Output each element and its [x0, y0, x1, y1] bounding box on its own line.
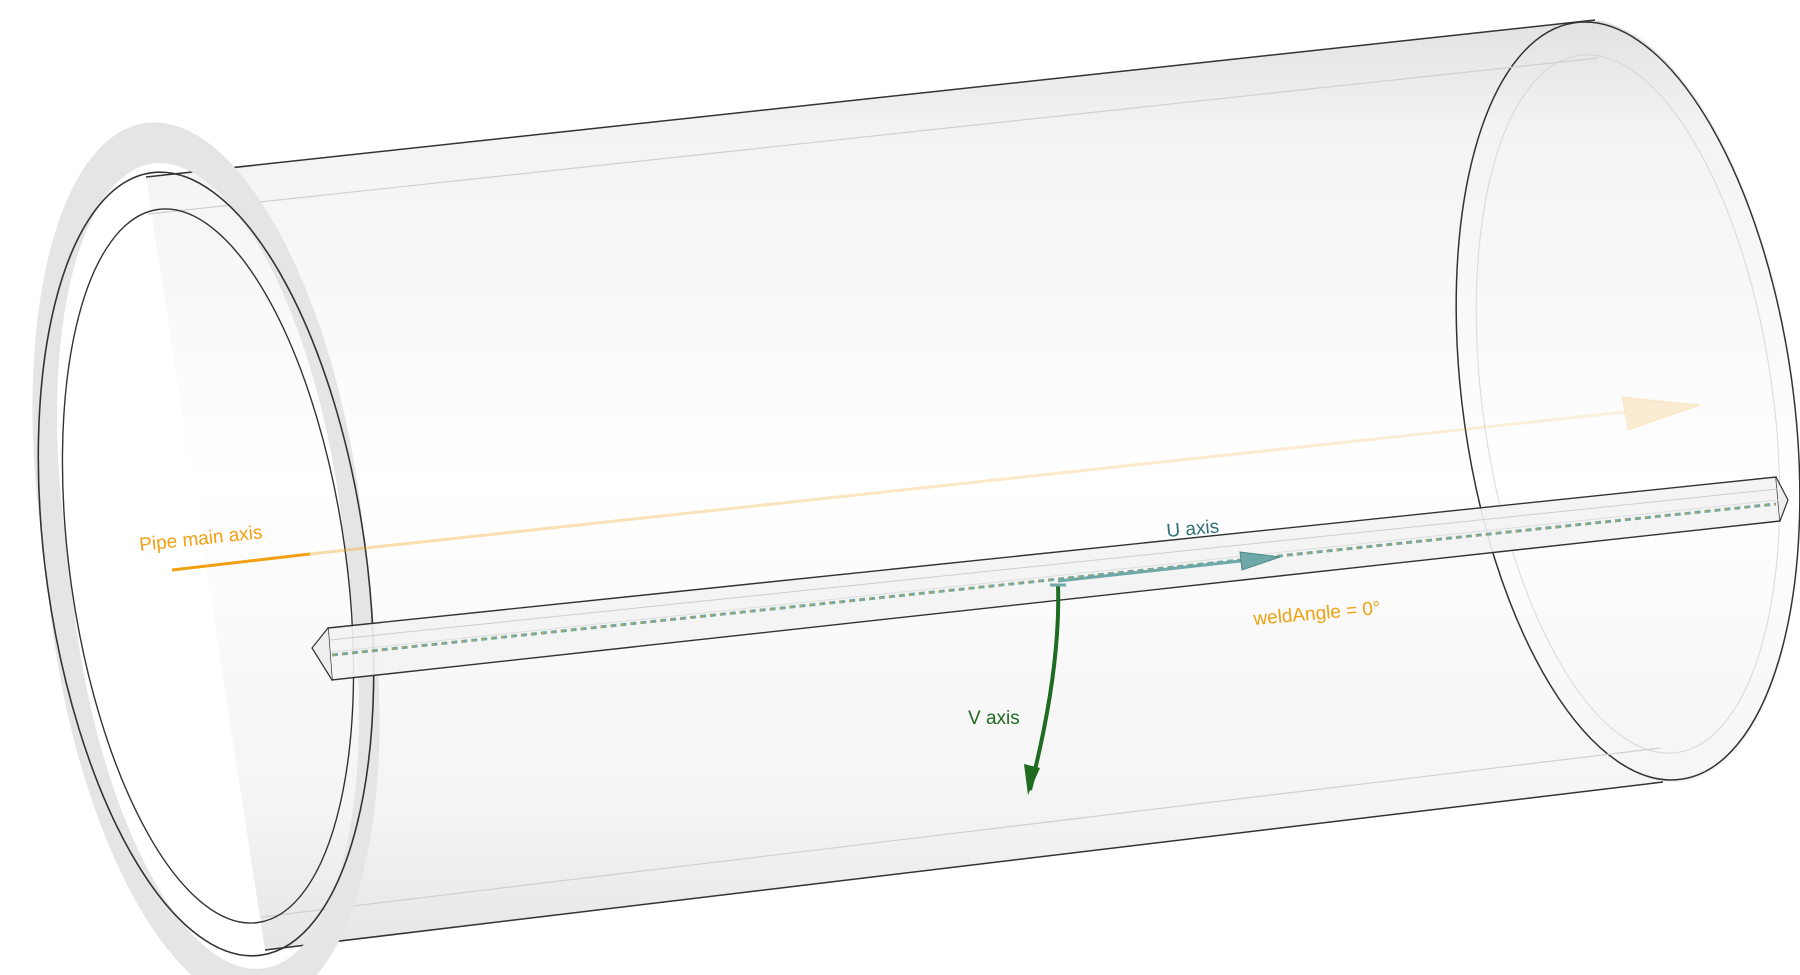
pipe-axis-arrowhead: [1621, 396, 1701, 431]
pipe-axis-solid: [171, 552, 311, 572]
outer-top-edge: [145, 19, 1596, 178]
weld-bar-left-cap: [311, 627, 333, 681]
u-axis-line: [1057, 558, 1251, 583]
near-end-ring: [32, 122, 380, 975]
v-axis-arrowhead: [1024, 764, 1040, 795]
weld-bar-highlight-2: [330, 499, 1779, 653]
u-axis-arrowhead: [1239, 551, 1281, 571]
near-end-outer-rim: [37, 171, 375, 957]
v-axis-label: V axis: [968, 708, 1020, 729]
near-end-inner-rim: [61, 208, 355, 924]
weld-seam-overlay: [331, 503, 1777, 656]
far-end-inner-rim: [1475, 54, 1781, 754]
v-axis-curve: [1028, 584, 1061, 791]
weld-bar-right-cap: [1775, 476, 1789, 522]
pipe-body: [146, 20, 1800, 950]
weld-bar-highlight: [329, 488, 1778, 641]
inner-bottom-line: [261, 747, 1661, 918]
pipe-axis-faded: [309, 410, 1626, 556]
outer-bottom-edge: [264, 781, 1664, 951]
inner-top-line: [147, 57, 1599, 215]
u-axis-label: U axis: [1166, 516, 1220, 542]
